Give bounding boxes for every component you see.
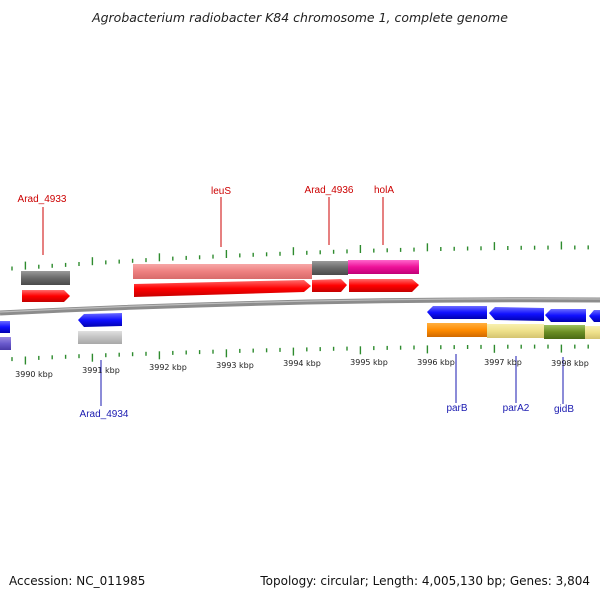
- genome-backbone: [0, 297, 600, 316]
- feature-hola-gene[interactable]: [348, 260, 419, 274]
- gene-label-leus[interactable]: leuS: [211, 186, 231, 197]
- tick-row-lower: [11, 344, 589, 365]
- cds-arad-4933[interactable]: [22, 290, 70, 302]
- cds-para2[interactable]: [489, 307, 544, 321]
- feature-right-edge-gene[interactable]: [585, 326, 600, 339]
- genome-stats-text: Topology: circular; Length: 4,005,130 bp…: [260, 574, 590, 588]
- feature-left-edge-gene[interactable]: [0, 337, 11, 350]
- axis-label-3992: 3992 kbp: [149, 363, 187, 372]
- cds-gidb[interactable]: [545, 309, 586, 322]
- gene-label-arad-4934[interactable]: Arad_4934: [80, 409, 129, 420]
- cds-arad-4934[interactable]: [78, 313, 122, 327]
- feature-parb-gene[interactable]: [427, 323, 487, 337]
- feature-arad-4936-gene[interactable]: [312, 261, 348, 275]
- cds-hola[interactable]: [349, 279, 419, 292]
- cds-right-edge[interactable]: [589, 310, 600, 322]
- cds-parb[interactable]: [427, 306, 487, 319]
- axis-label-3990: 3990 kbp: [15, 370, 53, 379]
- axis-label-3997: 3997 kbp: [484, 358, 522, 367]
- accession-text: Accession: NC_011985: [9, 574, 146, 588]
- cds-arad-4936[interactable]: [312, 279, 347, 292]
- axis-label-3993: 3993 kbp: [216, 361, 254, 370]
- feature-gidb-gene[interactable]: [544, 325, 585, 339]
- genome-title: Agrobacterium radiobacter K84 chromosome…: [92, 10, 508, 25]
- cds-leus[interactable]: [134, 280, 311, 297]
- gene-label-parb[interactable]: parB: [446, 403, 467, 414]
- gene-label-arad-4936[interactable]: Arad_4936: [305, 185, 354, 196]
- feature-arad-4933-gene[interactable]: [21, 271, 70, 285]
- genome-backbone-highlight: [0, 298, 600, 313]
- tick-row-upper: [11, 241, 589, 271]
- feature-para2-gene[interactable]: [487, 324, 544, 338]
- label-leaders: [42, 197, 564, 406]
- axis-label-3998: 3998 kbp: [551, 359, 589, 368]
- gene-label-hola[interactable]: holA: [374, 185, 394, 196]
- axis-label-3994: 3994 kbp: [283, 359, 321, 368]
- cds-left-edge[interactable]: [0, 321, 10, 333]
- feature-leus-gene[interactable]: [133, 264, 312, 279]
- gene-label-gidb[interactable]: gidB: [554, 404, 574, 415]
- axis-label-3995: 3995 kbp: [350, 358, 388, 367]
- feature-arad-4934-gene[interactable]: [78, 331, 122, 344]
- gene-label-para2[interactable]: parA2: [503, 403, 530, 414]
- axis-label-3996: 3996 kbp: [417, 358, 455, 367]
- axis-label-3991: 3991 kbp: [82, 366, 120, 375]
- gene-label-arad-4933[interactable]: Arad_4933: [18, 194, 67, 205]
